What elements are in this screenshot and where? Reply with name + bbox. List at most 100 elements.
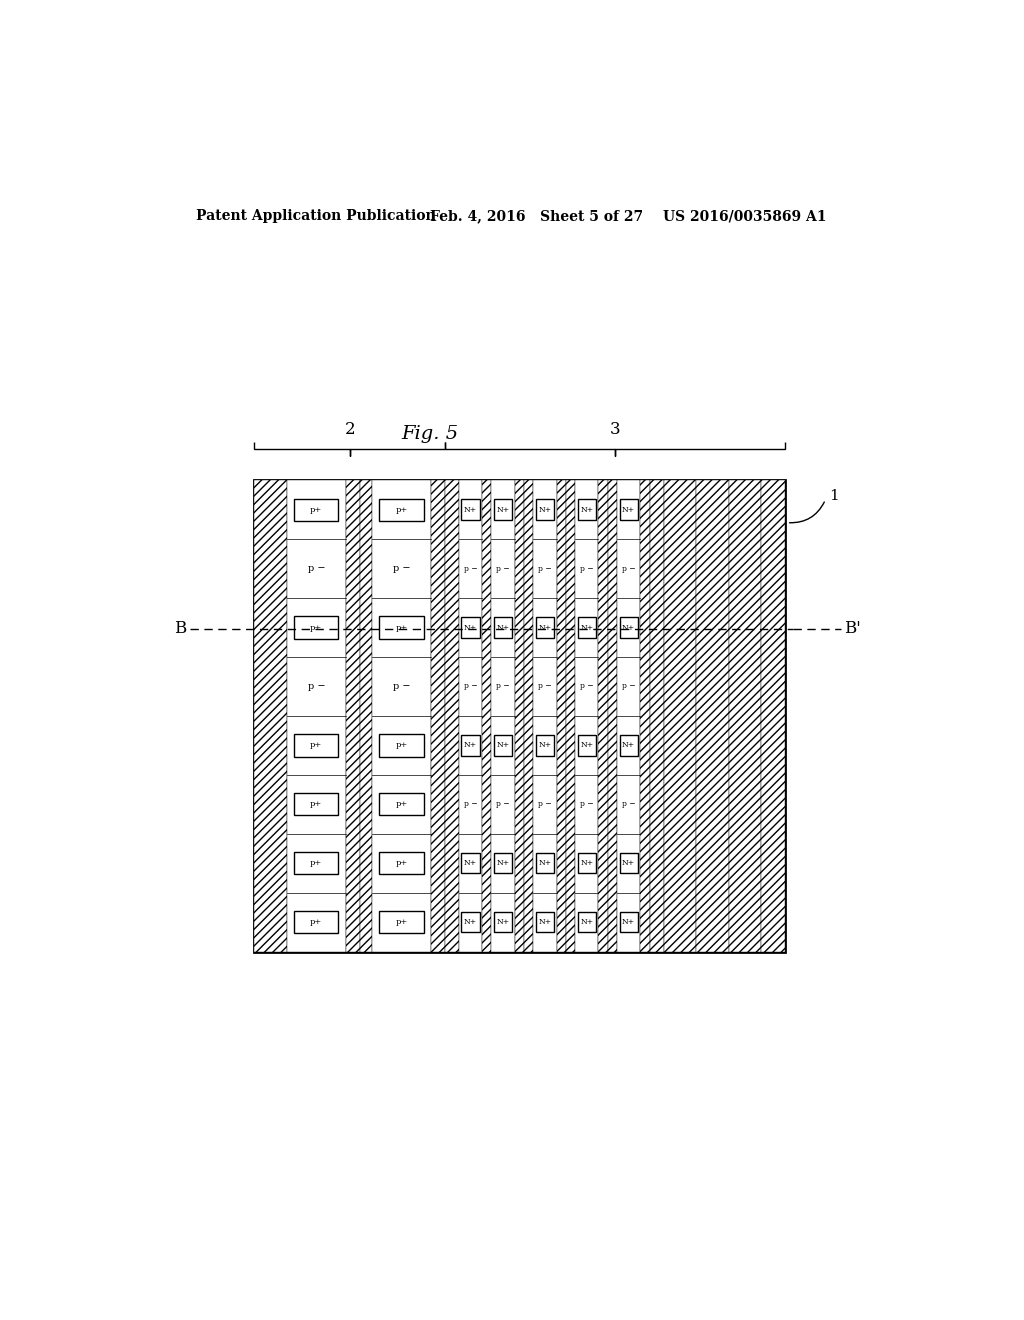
Text: N+: N+ [497,623,510,631]
Text: p+: p+ [310,859,323,867]
Text: p −: p − [497,800,510,808]
Text: p+: p+ [395,506,408,513]
Bar [578,853,596,874]
Bar [607,480,617,952]
Bar [346,480,359,952]
Text: N+: N+ [464,623,477,631]
Text: N+: N+ [623,506,635,513]
Bar [620,912,638,932]
Text: N+: N+ [581,742,593,750]
Bar [254,480,785,952]
Bar [649,480,664,952]
Text: N+: N+ [581,623,593,631]
Text: p+: p+ [395,623,408,631]
Bar [640,480,649,952]
Text: N+: N+ [623,917,635,927]
Text: p −: p − [580,682,594,690]
Text: N+: N+ [581,859,593,867]
Bar [294,793,338,816]
Bar [761,480,785,952]
Bar [380,793,424,816]
Text: 3: 3 [609,421,621,438]
Text: N+: N+ [581,917,593,927]
Text: N+: N+ [497,506,510,513]
Text: p+: p+ [310,800,323,808]
Bar [575,480,598,952]
Text: p+: p+ [310,917,323,927]
Text: US 2016/0035869 A1: US 2016/0035869 A1 [663,209,826,223]
Bar [462,618,479,638]
Bar [445,480,459,952]
Text: N+: N+ [539,623,552,631]
Bar [294,734,338,756]
Bar [494,735,512,755]
Text: N+: N+ [497,859,510,867]
Text: N+: N+ [581,506,593,513]
Bar [729,480,761,952]
Bar [524,480,534,952]
Bar [380,851,424,874]
Bar [294,616,338,639]
Text: p+: p+ [310,623,323,631]
Text: N+: N+ [497,742,510,750]
Text: N+: N+ [464,917,477,927]
Bar [578,499,596,520]
Bar [462,853,479,874]
Text: N+: N+ [539,742,552,750]
Text: p −: p − [622,800,636,808]
Text: N+: N+ [539,859,552,867]
Text: N+: N+ [464,742,477,750]
Bar [254,480,287,952]
Bar [557,480,566,952]
Bar [566,480,575,952]
Text: p −: p − [464,800,477,808]
Bar [578,618,596,638]
Bar [494,853,512,874]
Text: Feb. 4, 2016   Sheet 5 of 27: Feb. 4, 2016 Sheet 5 of 27 [430,209,643,223]
Bar [536,912,554,932]
Bar [482,480,492,952]
Text: p −: p − [622,682,636,690]
Text: Patent Application Publication: Patent Application Publication [197,209,436,223]
Text: N+: N+ [623,859,635,867]
Bar [294,911,338,933]
Bar [359,480,372,952]
Bar [620,618,638,638]
Text: 2: 2 [344,421,355,438]
Text: p −: p − [497,565,510,573]
Bar [536,499,554,520]
Bar [462,912,479,932]
Bar [492,480,515,952]
Text: p −: p − [464,682,477,690]
Bar [372,480,431,952]
Text: p+: p+ [395,742,408,750]
Bar [536,735,554,755]
Text: p −: p − [580,800,594,808]
Text: p −: p − [539,565,552,573]
Text: p −: p − [464,565,477,573]
Bar [536,853,554,874]
Text: N+: N+ [464,506,477,513]
Bar [536,618,554,638]
Bar [696,480,729,952]
Text: N+: N+ [623,742,635,750]
Text: p −: p − [307,682,325,690]
Bar [515,480,524,952]
Bar [578,735,596,755]
Text: N+: N+ [539,506,552,513]
Bar [462,735,479,755]
Text: B: B [174,620,186,638]
Bar [459,480,482,952]
Bar [494,618,512,638]
Text: N+: N+ [497,917,510,927]
Bar [380,911,424,933]
Bar [620,499,638,520]
Text: Fig. 5: Fig. 5 [401,425,459,444]
Text: p+: p+ [395,800,408,808]
Text: p −: p − [539,800,552,808]
Text: p −: p − [497,682,510,690]
Text: p −: p − [539,682,552,690]
Text: p −: p − [622,565,636,573]
Text: p+: p+ [310,506,323,513]
Bar [617,480,640,952]
